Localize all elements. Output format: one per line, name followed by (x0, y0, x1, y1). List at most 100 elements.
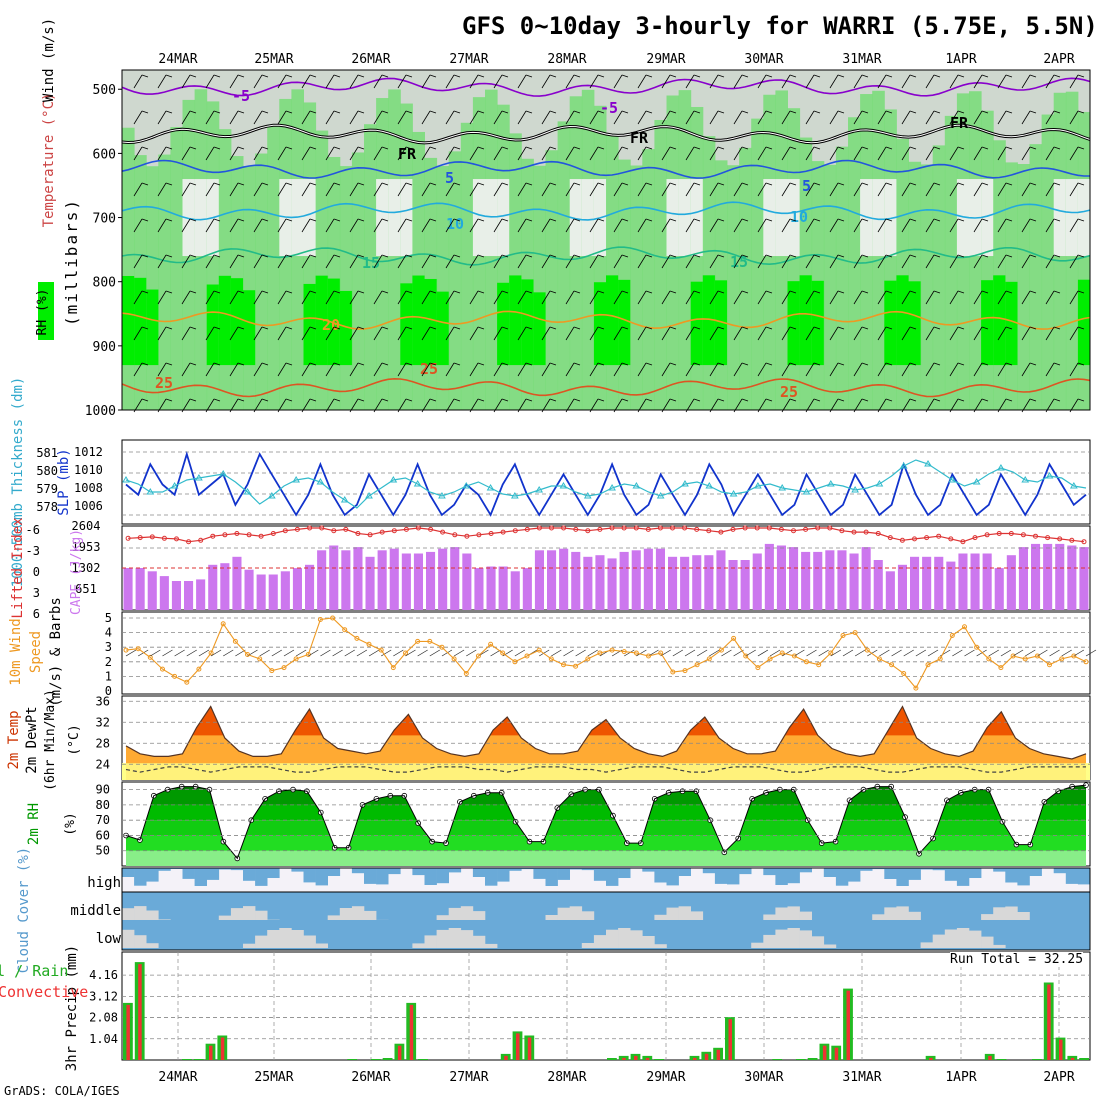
wind-barb (285, 290, 293, 294)
wind-barb (1005, 290, 1013, 294)
wind-barb (349, 326, 359, 341)
wind-barb (549, 326, 557, 330)
footer-credit: GrADS: COLA/IGES (4, 1084, 120, 1098)
rh-field-cell (1077, 179, 1091, 257)
cloud-mid-bar (678, 906, 691, 920)
cloud-low-bar (618, 928, 631, 948)
wind10m-barb (1012, 649, 1024, 657)
wind-barb (813, 146, 821, 150)
wind-barb (357, 110, 365, 114)
wind-barb (525, 254, 533, 258)
wind-barb (213, 182, 221, 186)
wind-barb (349, 110, 359, 125)
wind-barb (1053, 74, 1061, 78)
wind-barb (349, 146, 359, 161)
cape-bar (220, 563, 230, 610)
wind-barb (421, 182, 431, 197)
wind-barb (901, 254, 911, 269)
wind-barb (685, 74, 695, 89)
wind-barb (981, 218, 989, 222)
wind-barb (285, 110, 293, 114)
wind-barb (397, 182, 407, 197)
pressure-tick: 700 (93, 212, 116, 227)
wind-barb (813, 110, 821, 114)
wind-barb (445, 218, 455, 233)
wind-barb (709, 110, 719, 125)
wind-barb (829, 254, 839, 269)
wind-barb (477, 110, 485, 114)
wind-barb (957, 398, 965, 402)
wind-barb (597, 146, 605, 150)
rh2m-tick: 90 (96, 783, 110, 797)
cloud-high-bar (303, 868, 316, 883)
wind-barb (141, 218, 149, 222)
wind-barb (877, 326, 887, 341)
wind10m-marker (475, 653, 481, 659)
cloud-high-bar (654, 868, 667, 883)
wind-barb (453, 146, 461, 150)
wind-barb (981, 398, 989, 402)
wind-barb (357, 74, 365, 78)
wind-barb (1069, 110, 1079, 125)
wind-barb (133, 218, 143, 233)
rh-field-cell (896, 275, 909, 366)
wind-barb (669, 218, 677, 222)
wind-barb (885, 218, 893, 222)
cloud-mid-bar (364, 910, 377, 920)
wind-barb (165, 218, 173, 222)
cloud-mid-bar (146, 910, 159, 920)
wind-barb (301, 254, 311, 269)
cape-bar (401, 553, 411, 610)
cloud-high-bar (956, 868, 970, 886)
wind-barb (517, 110, 527, 125)
wind-barb (325, 362, 335, 377)
wind-barb (381, 362, 389, 366)
wind-barb (621, 326, 629, 330)
wind-barb (901, 182, 911, 197)
cloud-high-bar (993, 868, 1006, 872)
cape-bar (147, 571, 157, 610)
wind-barb (925, 146, 935, 161)
wind-barb (1077, 110, 1085, 114)
isotherm-label: 10 (446, 215, 464, 233)
day-label-bottom: 29MAR (646, 1070, 685, 1085)
wind-barb (621, 218, 629, 222)
wind-barb (357, 146, 365, 150)
wind-barb (733, 110, 743, 125)
precip-conv-bar (645, 1057, 650, 1060)
cloud-mid-bar (666, 907, 679, 920)
rh-field-cell (993, 140, 1006, 410)
wind-barb (1005, 74, 1013, 78)
rh2m-tick: 80 (96, 798, 110, 812)
wind-barb (1069, 362, 1079, 377)
wind-barb (277, 362, 287, 377)
wind-barb (621, 182, 629, 186)
cloud-row-label: middle (70, 903, 121, 919)
precip-tick: 4.16 (89, 968, 118, 982)
wind10m-marker (743, 653, 749, 659)
wind-barb (381, 182, 389, 186)
wind-barb (381, 218, 389, 222)
rh-field-cell (593, 282, 607, 366)
wind-barb (141, 74, 149, 78)
wind10m-marker (962, 624, 967, 630)
wind-barb (285, 182, 293, 186)
wind-barb (1053, 146, 1061, 150)
wind-barb (229, 362, 239, 377)
rh-field-cell (376, 179, 389, 257)
cape-bar (873, 560, 883, 610)
cape-bar (196, 579, 206, 610)
wind-barb (205, 254, 215, 269)
wind-barb (453, 218, 461, 222)
wind-barb (253, 326, 263, 341)
cape-bar (825, 550, 835, 610)
cloud-low-bar (630, 930, 643, 948)
wind-barb (957, 290, 965, 294)
wind10m-barb (356, 649, 368, 657)
wind-barb (525, 74, 533, 78)
wind10m-barb (502, 649, 513, 657)
wind-barb (933, 182, 941, 186)
precip-total-bar (772, 1059, 783, 1060)
day-label-top: 2APR (1043, 52, 1074, 67)
wind10m-barb (344, 649, 355, 657)
